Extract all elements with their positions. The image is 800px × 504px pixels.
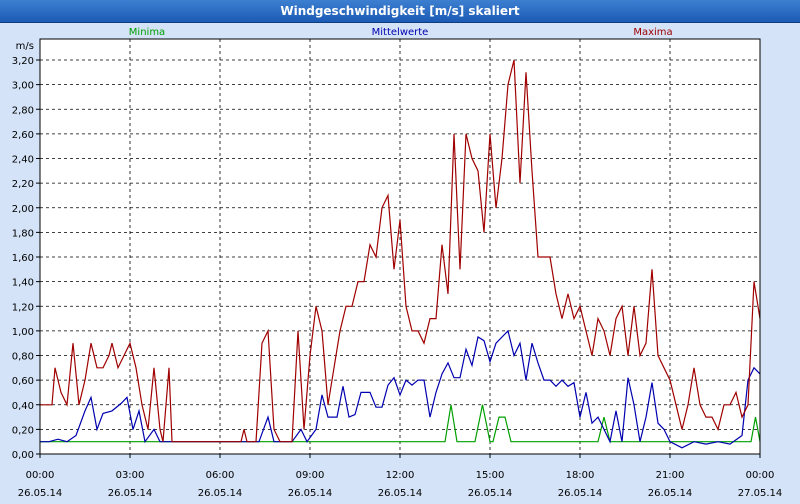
y-tick-label: 1,80 (12, 228, 34, 239)
x-tick-label-time: 12:00 (386, 470, 415, 481)
plot-area (39, 38, 761, 455)
y-tick-label: 1,60 (12, 253, 34, 264)
x-tick-label-time: 18:00 (566, 470, 595, 481)
plot-frame (39, 38, 761, 455)
y-tick-label: 0,40 (12, 401, 34, 412)
y-tick-label: 2,20 (12, 179, 34, 190)
y-tick-label: 2,40 (12, 155, 34, 166)
x-tick-label-date: 26.05.14 (108, 488, 153, 499)
x-tick-label-time: 15:00 (476, 470, 505, 481)
y-tick-label: 2,00 (12, 204, 34, 215)
x-tick-label-date: 26.05.14 (558, 488, 603, 499)
y-tick-label: 0,20 (12, 425, 34, 436)
x-tick-label-date: 26.05.14 (288, 488, 333, 499)
x-tick-label-time: 09:00 (296, 470, 325, 481)
y-tick-label: 1,40 (12, 278, 34, 289)
chart-svg: 0,00 0,20 0,40 0,60 0,80 1,00 1,20 1,40 1,60 1,80… (12, 27, 783, 499)
y-tick-label: 0,00 (12, 450, 34, 461)
series-line-maxima (40, 59, 760, 443)
y-tick-label: 2,60 (12, 130, 34, 141)
x-tick-label-date: 26.05.14 (18, 488, 63, 499)
window-title: Windgeschwindigkeit [m/s] skaliert (0, 0, 800, 23)
legend-entry-minima: Minima (129, 27, 165, 38)
x-tick-label-time: 21:00 (656, 470, 685, 481)
y-tick-label: 1,20 (12, 302, 34, 313)
x-tick-label-date: 26.05.14 (378, 488, 423, 499)
y-tick-label: 3,20 (12, 56, 34, 67)
x-tick-label-date: 26.05.14 (198, 488, 243, 499)
series-line-mittelwerte (40, 329, 760, 449)
x-tick-label-time: 00:00 (26, 470, 55, 481)
x-tick-label-date: 26.05.14 (648, 488, 693, 499)
y-tick-label: 1,00 (12, 327, 34, 338)
x-tick-label-date: 27.05.14 (738, 488, 783, 499)
x-tick-label-date: 26.05.14 (468, 488, 513, 499)
y-axis-label: m/s (16, 41, 34, 52)
y-tick-label: 0,80 (12, 352, 34, 363)
x-tick-label-time: 00:00 (746, 470, 775, 481)
y-tick-label: 0,60 (12, 376, 34, 387)
x-tick-label-time: 03:00 (116, 470, 145, 481)
series-line-minima (40, 404, 760, 443)
legend-entry-mittelwerte: Mittelwerte (372, 27, 429, 38)
y-tick-label: 2,80 (12, 105, 34, 116)
y-tick-label: 3,00 (12, 81, 34, 92)
legend-entry-maxima: Maxima (633, 27, 672, 38)
x-tick-label-time: 06:00 (206, 470, 235, 481)
chart-area: 0,00 0,20 0,40 0,60 0,80 1,00 1,20 1,40 1,60 1,80… (0, 23, 800, 500)
